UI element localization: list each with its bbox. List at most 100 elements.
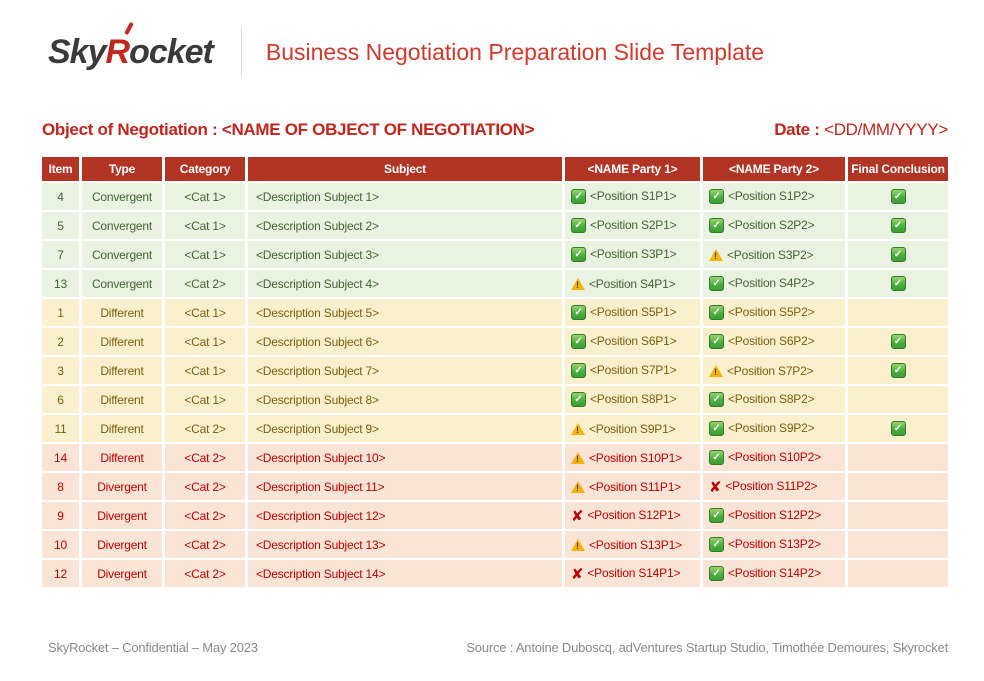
item-cell: 7: [42, 241, 79, 268]
party1-position-cell: ✘ <Position S12P1>: [565, 502, 700, 529]
table-header-row: Item Type Category Subject <NAME Party 1> <NA…: [42, 157, 948, 181]
category-label: <Cat 2>: [184, 508, 226, 523]
party2-position-cell: ✘ <Position S11P2>: [703, 473, 845, 500]
party1-position-cell: ✓ <Position S3P1>: [565, 241, 700, 268]
category-label: <Cat 2>: [184, 479, 226, 494]
item-number: 11: [54, 421, 67, 436]
subject-label: <Description Subject 4>: [256, 276, 379, 291]
party1-position-cell: ✘ <Position S14P1>: [565, 560, 700, 587]
party2-position: <Position S13P2>: [728, 536, 821, 551]
object-of-negotiation: Object of Negotiation : <NAME OF OBJECT …: [42, 120, 535, 140]
final-conclusion-cell: [848, 299, 948, 326]
item-cell: 9: [42, 502, 79, 529]
party1-position: <Position S5P1>: [590, 304, 677, 319]
negotiation-table: Item Type Category Subject <NAME Party 1> <NA…: [39, 155, 951, 589]
check-icon: ✓: [890, 247, 906, 263]
category-label: <Cat 2>: [184, 450, 226, 465]
item-cell: 10: [42, 531, 79, 558]
final-conclusion-cell: ✓: [848, 357, 948, 384]
subject-cell: <Description Subject 14>: [248, 560, 562, 587]
item-cell: 6: [42, 386, 79, 413]
skyrocket-logo: SkyR ocket: [48, 21, 214, 72]
type-cell: Divergent: [82, 531, 162, 558]
category-cell: <Cat 2>: [165, 270, 245, 297]
check-icon: ✓: [709, 218, 724, 234]
cross-icon: ✘: [571, 506, 584, 525]
type-cell: Divergent: [82, 473, 162, 500]
check-icon: ✓: [709, 276, 724, 292]
page-title: Business Negotiation Preparation Slide T…: [265, 38, 765, 65]
party2-position-cell: ✓ <Position S6P2>: [703, 328, 845, 355]
party1-position: <Position S8P1>: [590, 391, 677, 406]
party2-position: <Position S7P2>: [727, 363, 814, 378]
check-icon: ✓: [890, 363, 906, 379]
check-icon: ✓: [571, 363, 586, 379]
type-label: Divergent: [97, 479, 147, 494]
subject-label: <Description Subject 13>: [256, 537, 386, 552]
table-row: 12 Divergent <Cat 2> <Description Subject 1…: [42, 560, 948, 587]
subject-cell: <Description Subject 10>: [248, 444, 562, 471]
type-cell: Divergent: [82, 560, 162, 587]
type-cell: Different: [82, 386, 162, 413]
party2-position: <Position S9P2>: [728, 420, 815, 435]
item-number: 1: [57, 305, 64, 320]
table-row: 14 Different <Cat 2> <Description Subject 1…: [42, 444, 948, 471]
column-header-type: Type: [82, 157, 162, 181]
category-label: <Cat 1>: [184, 363, 226, 378]
subject-cell: <Description Subject 4>: [248, 270, 562, 297]
item-number: 4: [57, 189, 64, 204]
party1-position: <Position S11P1>: [589, 479, 681, 494]
check-icon: ✓: [571, 334, 586, 350]
check-icon: ✓: [709, 566, 724, 582]
type-label: Different: [100, 392, 144, 407]
date-value: <DD/MM/YYYY>: [824, 120, 948, 139]
subject-label: <Description Subject 1>: [256, 189, 379, 204]
subject-cell: <Description Subject 8>: [248, 386, 562, 413]
item-number: 3: [57, 363, 64, 378]
party1-position-cell: ✓ <Position S7P1>: [565, 357, 700, 384]
type-label: Divergent: [97, 508, 147, 523]
check-icon: ✓: [890, 218, 906, 234]
subject-cell: <Description Subject 7>: [248, 357, 562, 384]
check-icon: ✓: [709, 305, 724, 321]
table-row: 13 Convergent <Cat 2> <Description Subject …: [42, 270, 948, 297]
party2-position-cell: ✓ <Position S4P2>: [703, 270, 845, 297]
type-cell: Divergent: [82, 502, 162, 529]
party2-position: <Position S5P2>: [728, 304, 815, 319]
type-cell: Convergent: [82, 212, 162, 239]
date-label: Date :: [774, 120, 820, 139]
final-conclusion-cell: ✓: [848, 415, 948, 442]
subject-cell: <Description Subject 6>: [248, 328, 562, 355]
party1-position: <Position S10P1>: [589, 450, 682, 465]
type-label: Convergent: [91, 276, 153, 291]
subject-label: <Description Subject 6>: [256, 334, 379, 349]
final-conclusion-cell: ✓: [848, 241, 948, 268]
table-row: 7 Convergent <Cat 1> <Description Subject 3…: [42, 241, 948, 268]
check-icon: ✓: [709, 189, 724, 205]
category-cell: <Cat 1>: [165, 328, 245, 355]
party2-position-cell: ✓ <Position S9P2>: [703, 415, 845, 442]
item-number: 7: [57, 247, 64, 262]
object-value: <NAME OF OBJECT OF NEGOTIATION>: [221, 120, 535, 139]
party1-position-cell: ! <Position S11P1>: [565, 473, 700, 500]
subject-cell: <Description Subject 12>: [248, 502, 562, 529]
item-number: 13: [54, 276, 67, 291]
party1-position-cell: ! <Position S4P1>: [565, 270, 700, 297]
item-number: 14: [54, 450, 67, 465]
footer: SkyRocket – Confidential – May 2023 Sour…: [48, 640, 948, 655]
party2-position-cell: ✓ <Position S10P2>: [703, 444, 845, 471]
party2-position-cell: ✓ <Position S13P2>: [703, 531, 845, 558]
party1-position: <Position S14P1>: [587, 566, 681, 581]
check-icon: ✓: [890, 276, 906, 292]
header: SkyR ocket Business Negotiation Preparati…: [48, 21, 765, 80]
type-cell: Different: [82, 444, 162, 471]
type-label: Convergent: [91, 247, 153, 262]
warning-icon: !: [571, 539, 585, 552]
check-icon: ✓: [709, 334, 724, 350]
item-cell: 12: [42, 560, 79, 587]
check-icon: ✓: [709, 421, 724, 437]
cross-icon: ✘: [571, 564, 584, 583]
warning-icon: !: [571, 481, 585, 494]
type-label: Different: [100, 334, 144, 349]
type-label: Different: [100, 305, 144, 320]
